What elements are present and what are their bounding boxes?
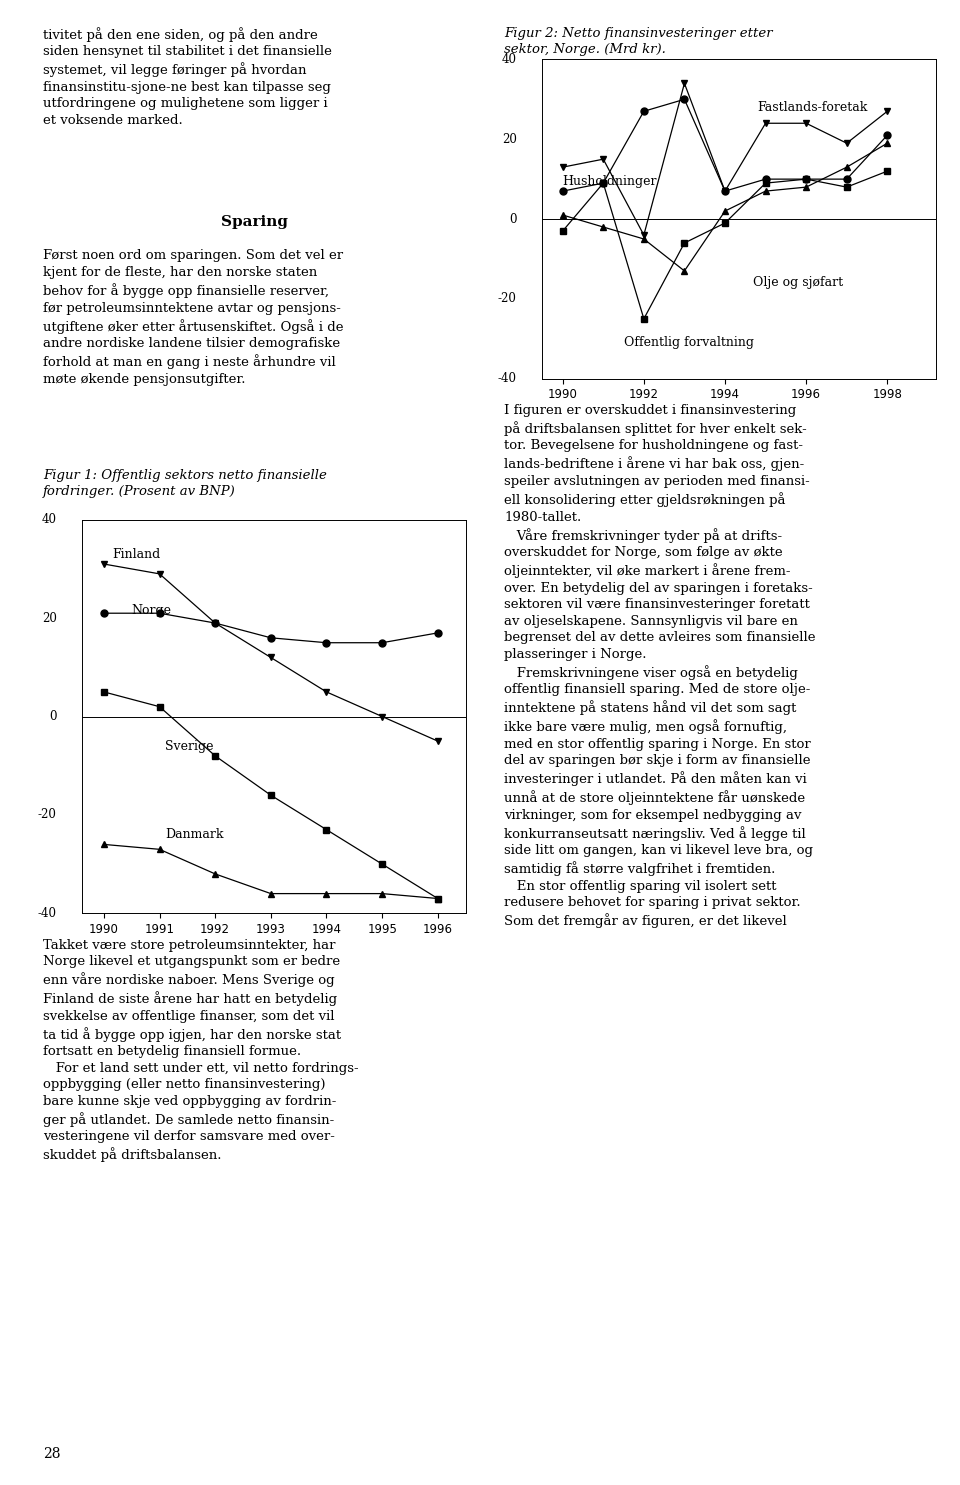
Text: Takket være store petroleumsinntekter, har
Norge likevel et utgangspunkt som er : Takket være store petroleumsinntekter, h… [43, 939, 359, 1163]
Text: 20: 20 [42, 612, 57, 625]
Text: 28: 28 [43, 1448, 60, 1461]
Text: Olje og sjøfart: Olje og sjøfart [754, 276, 844, 290]
Text: -20: -20 [498, 293, 516, 306]
Text: -40: -40 [498, 373, 516, 385]
Text: Figur 1: Offentlig sektors netto finansielle
fordringer. (Prosent av BNP): Figur 1: Offentlig sektors netto finansi… [43, 469, 327, 499]
Text: Danmark: Danmark [165, 829, 224, 841]
Text: Figur 2: Netto finansinvesteringer etter
sektor, Norge. (Mrd kr).: Figur 2: Netto finansinvesteringer etter… [504, 27, 773, 56]
Text: Finland: Finland [112, 548, 160, 561]
Text: Først noen ord om sparingen. Som det vel er
kjent for de fleste, har den norske : Først noen ord om sparingen. Som det vel… [43, 249, 344, 386]
Text: 0: 0 [510, 212, 516, 226]
Text: Husholdninger: Husholdninger [563, 175, 658, 187]
Text: 40: 40 [41, 514, 57, 526]
Text: 0: 0 [49, 710, 57, 723]
Text: Norge: Norge [132, 604, 172, 618]
Text: Sverige: Sverige [165, 740, 213, 753]
Text: Offentlig forvaltning: Offentlig forvaltning [624, 336, 754, 349]
Text: tivitet på den ene siden, og på den andre
siden hensynet til stabilitet i det fi: tivitet på den ene siden, og på den andr… [43, 27, 332, 126]
Text: I figuren er overskuddet i finansinvestering
på driftsbalansen splittet for hver: I figuren er overskuddet i finansinveste… [504, 404, 815, 928]
Text: -40: -40 [37, 907, 57, 919]
Text: -20: -20 [37, 808, 57, 821]
Text: Sparing: Sparing [221, 215, 288, 229]
Text: 40: 40 [502, 53, 516, 65]
Text: 20: 20 [502, 132, 516, 146]
Text: Fastlands-foretak: Fastlands-foretak [757, 101, 868, 114]
